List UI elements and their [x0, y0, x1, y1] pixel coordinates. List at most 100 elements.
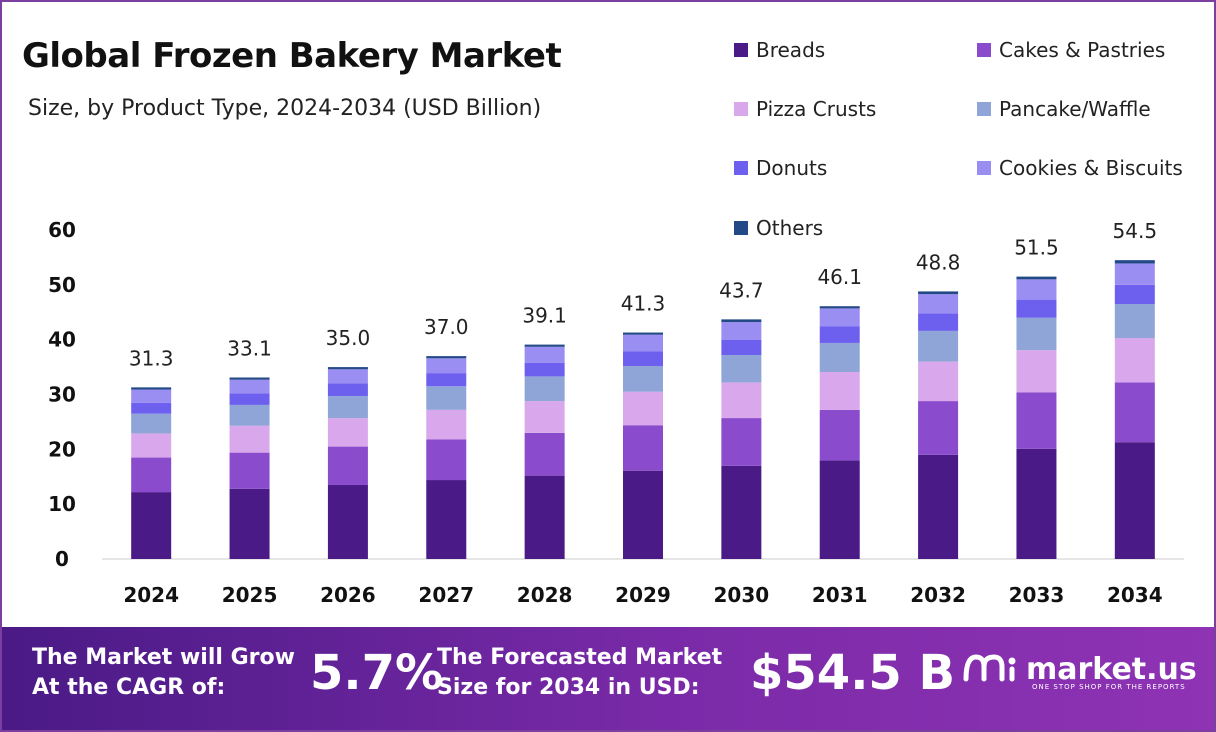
legend-item-others: Others	[734, 216, 823, 240]
bar-segment-pancake-waffle	[1114, 304, 1155, 339]
x-tick-label: 2032	[910, 583, 966, 607]
legend-label: Donuts	[756, 156, 828, 180]
legend-item-donuts: Donuts	[734, 156, 827, 180]
bar-segment-breads	[721, 465, 762, 559]
x-tick-label: 2034	[1107, 583, 1163, 607]
total-value-label: 41.3	[621, 292, 666, 316]
bar-segment-pizza-crusts	[1016, 350, 1057, 393]
bar-segment-pancake-waffle	[524, 376, 565, 402]
x-tick-label: 2031	[812, 583, 868, 607]
bar-segment-cakes-pastries	[623, 425, 663, 471]
bar-segment-others	[1016, 276, 1057, 280]
bar-segment-others	[229, 377, 270, 380]
legend-item-pizza-crusts: Pizza Crusts	[734, 97, 876, 121]
chart-title: Global Frozen Bakery Market	[22, 36, 562, 76]
bar-segment-cookies-biscuits	[623, 334, 663, 352]
bar-segment-pancake-waffle	[426, 386, 467, 410]
bar-segment-cookies-biscuits	[1016, 279, 1057, 300]
bar-segment-cakes-pastries	[1016, 392, 1057, 449]
bar-segment-breads	[819, 460, 860, 559]
cagr-value: 5.7%	[310, 645, 444, 701]
bar-segment-pancake-waffle	[623, 365, 663, 392]
forecast-value: $54.5 B	[750, 645, 956, 701]
bar-segment-pancake-waffle	[229, 404, 270, 426]
bar-segment-breads	[1016, 448, 1057, 559]
y-tick-label: 10	[48, 492, 76, 516]
bar-segment-cakes-pastries	[721, 418, 762, 466]
x-tick-label: 2026	[320, 583, 376, 607]
bar-segment-donuts	[623, 351, 663, 366]
legend-swatch	[734, 102, 748, 116]
total-value-label: 35.0	[326, 326, 371, 350]
legend-item-pancake-waffle: Pancake/Waffle	[977, 97, 1151, 121]
bar-segment-pizza-crusts	[819, 372, 860, 410]
brand-tagline: ONE STOP SHOP FOR THE REPORTS	[1032, 683, 1186, 691]
bar-segment-pizza-crusts	[721, 382, 762, 419]
x-tick-label: 2030	[714, 583, 770, 607]
bar-segment-others	[524, 344, 565, 347]
bar-segment-cakes-pastries	[819, 409, 860, 461]
bar-segment-pancake-waffle	[327, 396, 368, 419]
bar-segment-breads	[327, 484, 368, 559]
legend-item-breads: Breads	[734, 38, 825, 62]
legend-item-cakes-pastries: Cakes & Pastries	[977, 38, 1165, 62]
cagr-label: The Market will Grow At the CAGR of:	[32, 643, 295, 703]
forecast-label: The Forecasted Market Size for 2034 in U…	[437, 643, 722, 703]
bar-segment-breads	[1114, 442, 1155, 559]
forecast-label-line1: The Forecasted Market	[437, 645, 723, 670]
bar-segment-others	[327, 367, 368, 370]
bar-segment-cookies-biscuits	[819, 308, 860, 327]
bar-segment-donuts	[524, 362, 565, 377]
bar-segment-cookies-biscuits	[918, 294, 959, 314]
x-tick-label: 2027	[418, 583, 474, 607]
cagr-label-line2: At the CAGR of:	[32, 675, 226, 700]
x-tick-label: 2029	[615, 583, 671, 607]
total-value-label: 31.3	[129, 346, 174, 370]
y-tick-label: 30	[48, 383, 76, 407]
x-tick-label: 2028	[517, 583, 573, 607]
y-tick-label: 40	[48, 328, 76, 352]
market-us-logo-icon	[963, 654, 1016, 682]
legend-swatch	[734, 161, 748, 175]
bar-segment-donuts	[1114, 284, 1155, 305]
y-tick-label: 0	[55, 547, 69, 571]
bar-segment-donuts	[131, 402, 172, 414]
y-tick-label: 20	[48, 437, 76, 461]
y-tick-label: 60	[48, 218, 76, 242]
bar-segment-others	[1114, 260, 1155, 264]
bar-segment-pizza-crusts	[327, 418, 368, 447]
bar-segment-breads	[131, 492, 172, 559]
bar-segment-donuts	[1016, 299, 1057, 318]
bar-segment-pancake-waffle	[721, 355, 762, 383]
legend-label: Cookies & Biscuits	[999, 156, 1183, 180]
x-tick-label: 2025	[222, 583, 278, 607]
bar-segment-cookies-biscuits	[229, 379, 270, 394]
legend-label: Others	[756, 216, 824, 240]
legend-label: Breads	[756, 38, 826, 62]
total-value-label: 51.5	[1014, 236, 1059, 260]
bar-segment-pizza-crusts	[229, 425, 270, 453]
bar-segment-breads	[426, 480, 467, 559]
bar-segment-donuts	[327, 383, 368, 397]
y-tick-label: 50	[48, 273, 76, 297]
bar-segment-pancake-waffle	[1016, 317, 1057, 351]
bar-segment-others	[918, 291, 959, 295]
bar-segment-pancake-waffle	[918, 330, 959, 362]
bar-segment-cookies-biscuits	[721, 322, 762, 340]
bar-segment-cookies-biscuits	[131, 389, 172, 403]
bar-segment-breads	[623, 470, 663, 559]
bar-segment-donuts	[229, 393, 270, 405]
legend-swatch	[977, 43, 991, 57]
bar-segment-donuts	[721, 339, 762, 356]
legend-label: Cakes & Pastries	[999, 38, 1166, 62]
total-value-label: 48.8	[916, 250, 961, 274]
brand-logo: market.us	[962, 649, 1197, 689]
legend-item-cookies-biscuits: Cookies & Biscuits	[977, 156, 1183, 180]
total-value-label: 43.7	[719, 278, 764, 302]
total-value-label: 54.5	[1113, 219, 1158, 243]
brand-name: market.us	[1026, 651, 1197, 687]
bar-segment-cakes-pastries	[229, 452, 270, 489]
bar-segment-cakes-pastries	[131, 457, 172, 493]
total-value-label: 37.0	[424, 315, 469, 339]
